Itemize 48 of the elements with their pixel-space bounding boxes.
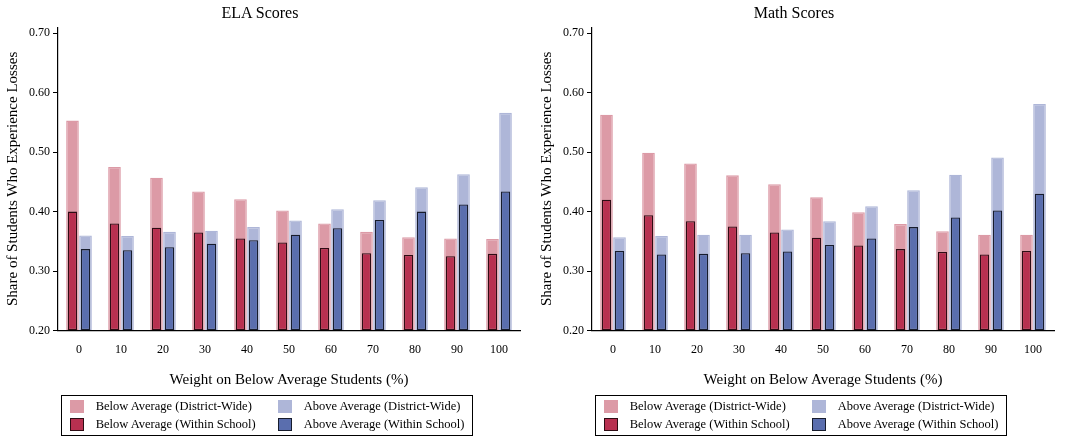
x-tick-label: 60 (325, 341, 337, 356)
x-tick-label: 10 (649, 341, 661, 356)
x-axis-title: Weight on Below Average Students (%) (169, 370, 409, 388)
y-axis-title: Share of Students Who Experience Losses (3, 51, 20, 307)
x-tick-label: 30 (199, 341, 211, 356)
legend-label: Below Average (Within School) (629, 417, 790, 432)
x-tick-label: 90 (985, 341, 997, 356)
x-tick-label: 10 (115, 341, 127, 356)
legend-label: Above Average (District-Wide) (303, 399, 461, 414)
x-tick-label: 100 (490, 341, 508, 356)
x-tick-label: 90 (451, 341, 463, 356)
x-tick-label: 40 (241, 341, 253, 356)
y-tick-label: 0.20 (563, 322, 584, 337)
x-tick-label: 30 (733, 341, 745, 356)
y-tick-label: 0.30 (563, 263, 584, 278)
legend-label: Below Average (District-Wide) (629, 399, 786, 414)
x-tick-label: 60 (859, 341, 871, 356)
x-tick-label: 80 (409, 341, 421, 356)
x-tick-label: 0 (610, 341, 616, 356)
legend-label: Above Average (District-Wide) (837, 399, 995, 414)
legend-label: Above Average (Within School) (837, 417, 999, 432)
y-tick-label: 0.70 (29, 25, 50, 40)
y-tick-label: 0.20 (29, 322, 50, 337)
y-tick-label: 0.50 (563, 144, 584, 159)
x-axis-title: Weight on Below Average Students (%) (703, 370, 943, 388)
x-tick-label: 20 (157, 341, 169, 356)
x-tick-label: 50 (283, 341, 295, 356)
y-axis-title: Share of Students Who Experience Losses (537, 51, 554, 307)
y-tick-label: 0.50 (29, 144, 50, 159)
chart-title: ELA Scores (221, 3, 299, 21)
x-tick-label: 70 (367, 341, 379, 356)
x-tick-label: 80 (943, 341, 955, 356)
y-tick-label: 0.40 (29, 203, 50, 218)
x-tick-label: 0 (76, 341, 82, 356)
x-tick-label: 50 (817, 341, 829, 356)
chart-title: Math Scores (753, 3, 835, 21)
y-tick-label: 0.70 (563, 25, 584, 40)
y-tick-label: 0.40 (563, 203, 584, 218)
x-tick-label: 100 (1024, 341, 1042, 356)
legend-label: Above Average (Within School) (303, 417, 465, 432)
y-tick-label: 0.60 (563, 84, 584, 99)
legend-label: Below Average (Within School) (95, 417, 256, 432)
x-tick-label: 20 (691, 341, 703, 356)
x-tick-label: 70 (901, 341, 913, 356)
y-tick-label: 0.60 (29, 84, 50, 99)
y-tick-label: 0.30 (29, 263, 50, 278)
legend-label: Below Average (District-Wide) (95, 399, 252, 414)
x-tick-label: 40 (775, 341, 787, 356)
